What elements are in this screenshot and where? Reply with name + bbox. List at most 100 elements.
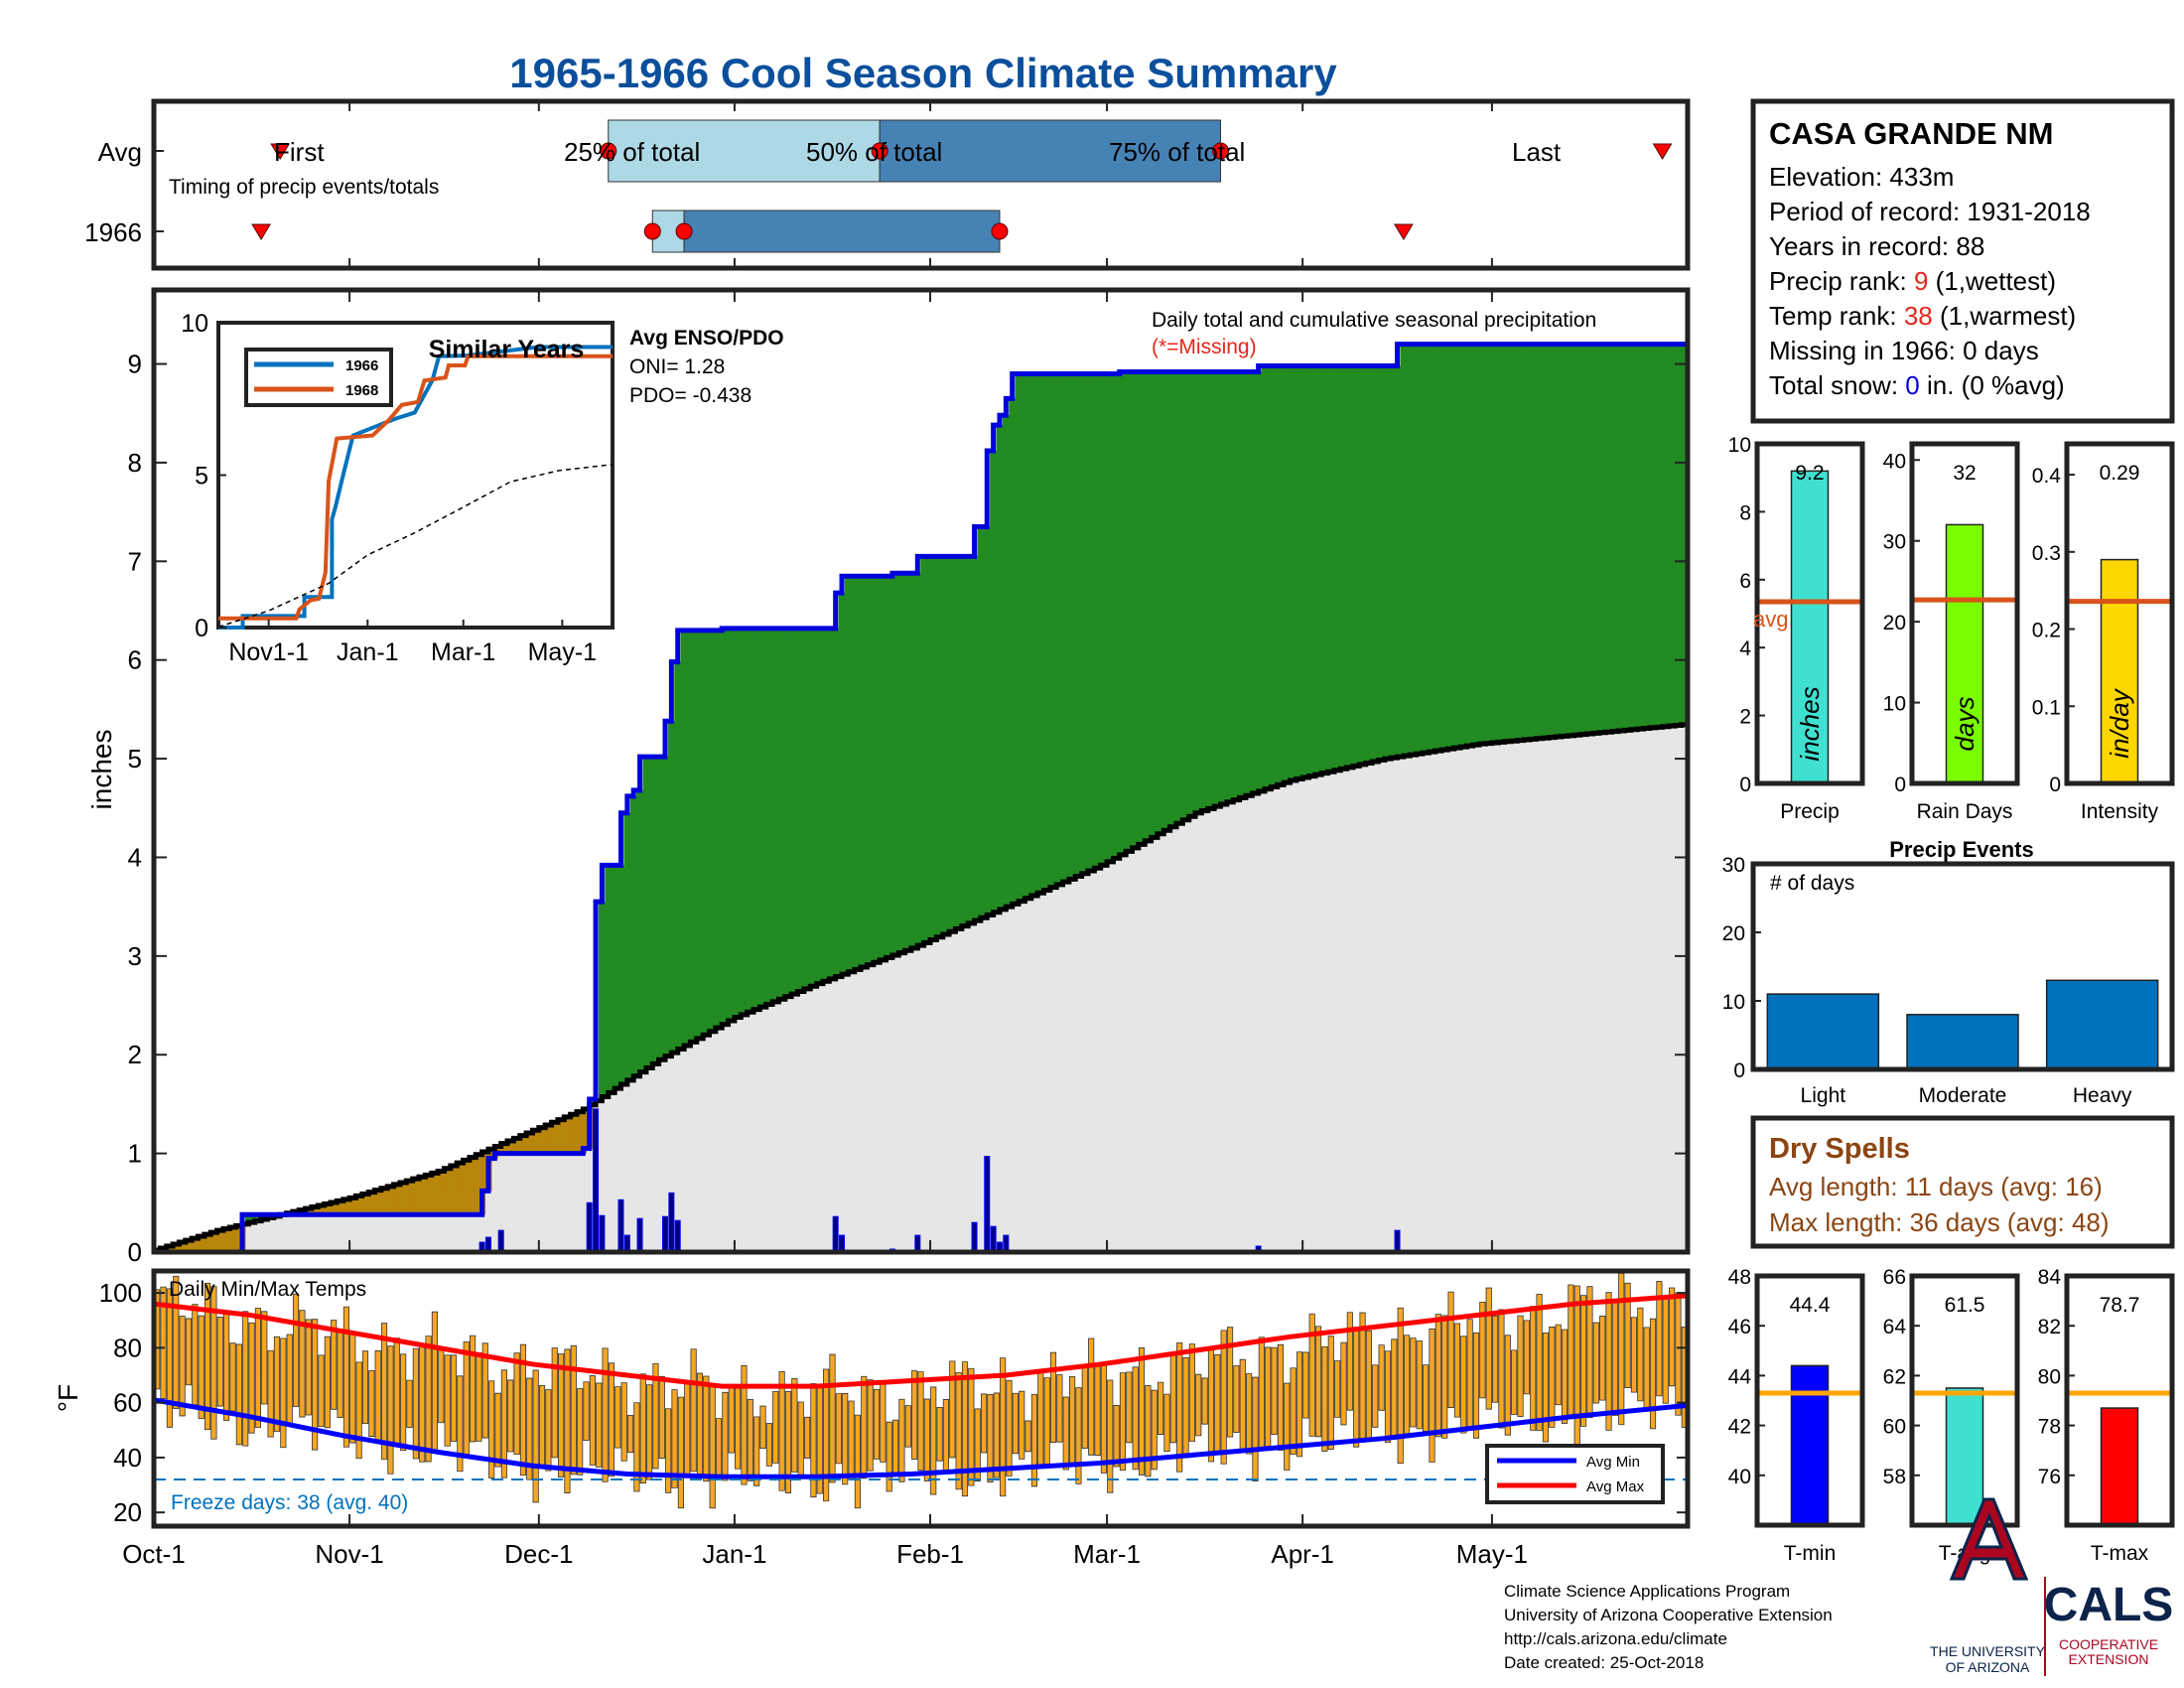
daily-precip-bar	[599, 1214, 606, 1253]
inset-line-1966	[218, 345, 613, 630]
intensity-ytick-label: 0.4	[2032, 465, 2062, 488]
temp-rank: Temp rank: 38 (1,warmest)	[1769, 301, 2076, 331]
temp-ytick-label: 40	[113, 1443, 142, 1473]
daily-precip-bar	[674, 1219, 681, 1253]
label-75: 75% of total	[1109, 137, 1245, 167]
main-frame	[151, 287, 1691, 1255]
ua-a-mark	[1949, 1497, 2029, 1581]
inset-title: Similar Years	[429, 336, 585, 363]
timing-avg-box-high	[879, 119, 1222, 183]
precip-total-ytick-label: 8	[1739, 501, 1751, 524]
intensity-chart: 0 0.1 0.2 0.3 0.4 0.29 Intensity in/day	[2032, 441, 2175, 823]
t-min-ytick-label: 42	[1728, 1416, 1751, 1439]
t-avg-ytick-label: 66	[1883, 1266, 1906, 1289]
timing-year-p75-dot	[991, 222, 1009, 240]
daily-precip-bar	[971, 1221, 978, 1253]
timing-year-last-marker	[1394, 223, 1414, 240]
events-title: Precip Events	[1889, 837, 2034, 862]
main-ytick-label: 5	[128, 744, 142, 774]
t-max-chart: 76 78 80 82 84 78.7 T-max	[2038, 1266, 2175, 1565]
ua-logo-text-1: THE UNIVERSITY	[1930, 1643, 2046, 1659]
daily-precip-bar	[586, 1201, 593, 1253]
daily-precip-bar	[497, 1229, 504, 1253]
main-ytick-label: 8	[128, 448, 142, 478]
legend-avg-max: Avg Max	[1586, 1478, 1645, 1495]
t-avg-ytick-label: 64	[1883, 1316, 1907, 1338]
daily-precip-bar	[984, 1156, 991, 1253]
total-snow: Total snow: 0 in. (0 %avg)	[1769, 370, 2065, 400]
station-years: Years in record: 88	[1769, 231, 1984, 261]
label-50: 50% of total	[806, 137, 942, 167]
t-min-bar	[1790, 1364, 1830, 1526]
station-elevation: Elevation: 433m	[1769, 162, 1954, 192]
inset-xtick-label: Jan-1	[337, 638, 399, 666]
t-max-ytick-label: 84	[2038, 1266, 2062, 1289]
daily-precip-bar	[662, 1215, 668, 1253]
temp-ytick-label: 100	[99, 1278, 142, 1308]
footer-line-2: University of Arizona Cooperative Extens…	[1504, 1606, 1833, 1624]
timing-year-first-marker	[251, 223, 271, 240]
label-first: First	[274, 137, 325, 167]
rain-days-ytick-label: 20	[1883, 612, 1906, 634]
rain-days-frame	[1909, 441, 2020, 786]
legend-avg-min: Avg Min	[1586, 1454, 1640, 1471]
summary-bar-charts: 02468109.2Precipinchesavg01020304032Rain…	[1722, 434, 2175, 1565]
timing-avg-last-marker	[1652, 143, 1673, 160]
t-avg-value-label: 61.5	[1945, 1294, 1985, 1317]
timing-marks	[153, 101, 1673, 268]
t-max-frame	[2064, 1273, 2175, 1528]
precip-rank: Precip rank: 9 (1,wettest)	[1769, 266, 2056, 296]
footer-line-4: Date created: 25-Oct-2018	[1504, 1653, 1704, 1672]
events-xlabel: Heavy	[2073, 1084, 2132, 1107]
timing-year-box-high	[683, 210, 1001, 253]
dry-spells-title: Dry Spells	[1769, 1133, 1910, 1165]
precip-total-xlabel: Precip	[1780, 800, 1840, 823]
daily-precip-bar	[593, 1108, 600, 1253]
t-min-xlabel: T-min	[1784, 1542, 1837, 1565]
t-avg-ytick-label: 62	[1883, 1365, 1906, 1388]
t-min-ytick-label: 46	[1728, 1316, 1751, 1338]
events-bar-heavy	[2045, 979, 2159, 1070]
rain-days-unit-label: days	[1950, 697, 1979, 752]
t-min-ytick-label: 48	[1728, 1266, 1751, 1289]
dry-spells-frame	[1750, 1115, 2175, 1249]
t-avg-frame	[1909, 1273, 2020, 1528]
cals-logo-text: CALS	[2044, 1579, 2174, 1631]
month-label: Oct-1	[122, 1539, 186, 1569]
events-ytick-label: 0	[1733, 1059, 1745, 1082]
intensity-ytick-label: 0.2	[2032, 620, 2061, 642]
month-label: May-1	[1456, 1539, 1528, 1569]
rain-days-bar	[1945, 523, 1984, 784]
precip-events-chart: Light Moderate Heavy 0 10 20 30	[1722, 854, 2175, 1107]
station-period: Period of record: 1931-2018	[1769, 197, 2091, 226]
daily-precip-bar	[832, 1215, 839, 1253]
rain-days-ytick-label: 30	[1883, 531, 1906, 554]
events-frame	[1750, 861, 2175, 1072]
rain-days-value-label: 32	[1953, 462, 1976, 485]
t-max-ytick-label: 78	[2038, 1416, 2061, 1439]
station-frame	[1750, 98, 2175, 424]
precip-total-ytick-label: 4	[1739, 637, 1751, 660]
precip-total-ytick-label: 6	[1739, 570, 1751, 593]
temp-ytick-label: 80	[113, 1333, 142, 1362]
main-ytick-label: 2	[128, 1040, 142, 1069]
events-ytick-label: 30	[1722, 854, 1745, 877]
footer-line-1: Climate Science Applications Program	[1504, 1582, 1790, 1601]
pdo-value: PDO= -0.438	[629, 384, 751, 407]
t-max-value-label: 78.7	[2100, 1294, 2140, 1317]
t-min-frame	[1754, 1273, 1865, 1528]
inset-legend	[244, 348, 393, 407]
inset-line-avg	[217, 464, 614, 629]
main-ytick-label: 1	[128, 1139, 142, 1169]
dry-spells-max: Max length: 36 days (avg: 48)	[1769, 1207, 2110, 1237]
precip-total-ytick-label: 10	[1728, 434, 1751, 457]
avg-max-line	[153, 1293, 1689, 1389]
main-ytick-label: 0	[128, 1237, 142, 1267]
temp-y-axis: 20 40 60 80 100	[99, 1278, 1688, 1527]
label-last: Last	[1512, 137, 1562, 167]
rain-days-ytick-label: 40	[1883, 450, 1906, 473]
daily-precip-bar	[623, 1234, 630, 1253]
main-y-axis: 0 1 2 3 4 5 6 7 8 9	[128, 290, 1688, 1267]
